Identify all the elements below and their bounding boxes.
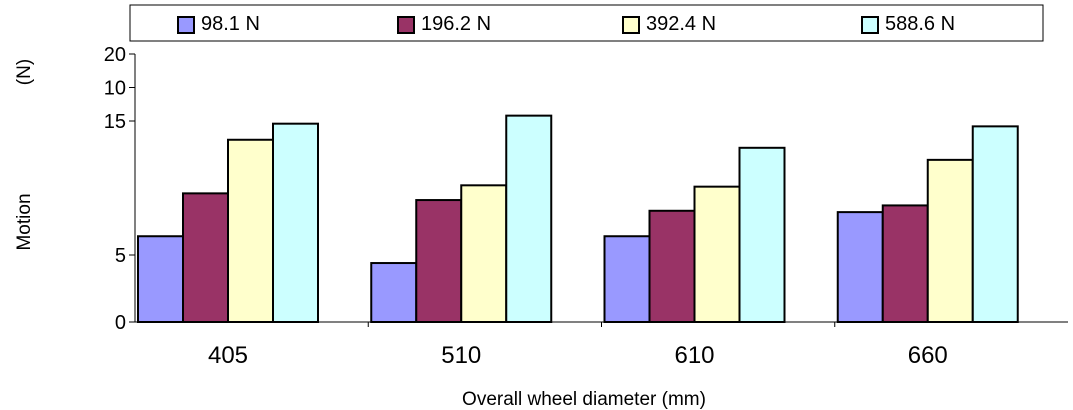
bar-405-series-2 <box>183 193 228 322</box>
y-tick-label: 5 <box>115 245 126 267</box>
bar-510-series-2 <box>416 200 461 322</box>
legend-label: 98.1 N <box>201 13 260 35</box>
y-tick-label: 0 <box>115 312 126 334</box>
bar-660-series-1 <box>838 212 883 322</box>
legend-label: 196.2 N <box>421 13 491 35</box>
y-axis-unit: (N) <box>14 59 35 85</box>
bar-405-series-4 <box>273 124 318 322</box>
legend-swatch <box>178 17 194 33</box>
y-axis-title: Motion <box>14 193 35 250</box>
category-label: 510 <box>441 342 481 369</box>
bar-610-series-1 <box>605 236 650 322</box>
legend: 98.1 N 196.2 N 392.4 N 588.6 N <box>130 5 1043 41</box>
y-tick-label: 20 <box>104 44 126 66</box>
legend-label: 392.4 N <box>646 13 716 35</box>
bar-510-series-4 <box>506 116 551 322</box>
bar-660-series-4 <box>973 126 1018 322</box>
y-tick-label: 15 <box>104 111 126 133</box>
category-label: 660 <box>908 342 948 369</box>
legend-label: 588.6 N <box>885 13 955 35</box>
bar-510-series-3 <box>461 185 506 322</box>
bar-405-series-1 <box>138 236 183 322</box>
y-tick-label: 10 <box>104 78 126 100</box>
bar-660-series-2 <box>883 205 928 322</box>
bar-510-series-1 <box>371 263 416 322</box>
category-label: 405 <box>208 342 248 369</box>
x-axis-title: Overall wheel diameter (mm) <box>462 389 706 410</box>
bar-405-series-3 <box>228 140 273 322</box>
bar-610-series-3 <box>695 187 740 322</box>
category-label: 610 <box>674 342 714 369</box>
bar-610-series-2 <box>650 211 695 322</box>
bar-660-series-3 <box>928 160 973 322</box>
legend-swatch <box>398 17 414 33</box>
legend-swatch <box>623 17 639 33</box>
legend-swatch <box>862 17 878 33</box>
bar-610-series-4 <box>740 148 785 322</box>
